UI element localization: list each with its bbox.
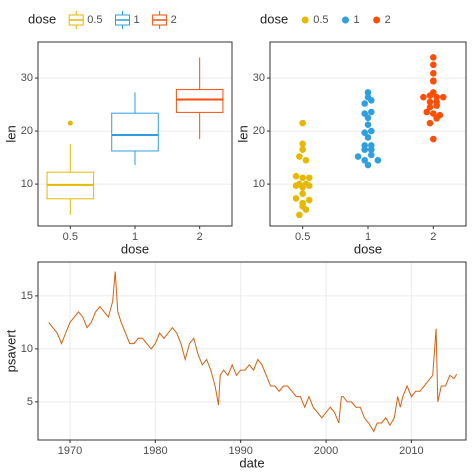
legend-key: [301, 16, 309, 24]
legend-label: 0.5: [87, 14, 102, 26]
dot: [299, 119, 306, 127]
dot: [433, 102, 440, 109]
dot: [368, 151, 375, 159]
box: [175, 89, 224, 113]
y-axis-title: len: [3, 125, 18, 142]
dot: [430, 61, 437, 69]
dot: [430, 135, 437, 143]
dot: [292, 195, 300, 202]
y-tick-label: 30: [253, 72, 265, 84]
dot: [292, 172, 300, 180]
dot: [354, 153, 362, 160]
dot: [305, 174, 313, 182]
x-axis-title: date: [239, 455, 264, 470]
dot: [368, 142, 375, 149]
x-tick-label: 1980: [143, 445, 167, 457]
y-axis-title: len: [235, 125, 250, 142]
x-tick-label: 0.5: [295, 231, 310, 243]
dot: [364, 161, 372, 169]
dot: [374, 156, 382, 164]
dot: [299, 174, 306, 182]
legend-title: dose: [260, 11, 288, 26]
dot: [430, 89, 437, 96]
y-tick-label: 10: [21, 178, 33, 190]
legend-label: 1: [354, 14, 360, 26]
panel-border: [37, 41, 233, 227]
dot: [302, 156, 310, 164]
dot: [430, 77, 437, 85]
y-tick-label: 10: [253, 178, 265, 190]
panel-background: [270, 42, 466, 226]
dot: [364, 134, 372, 141]
box: [111, 112, 159, 152]
x-tick-label: 2: [430, 231, 436, 243]
x-tick-label: 1990: [228, 445, 252, 457]
panel-border: [37, 261, 467, 441]
y-axis-title: psavert: [3, 329, 18, 372]
dot: [299, 199, 306, 207]
dot: [302, 206, 310, 213]
dot: [361, 100, 369, 107]
dot: [296, 153, 303, 160]
x-axis-title: dose: [354, 241, 382, 256]
x-tick-label: 2000: [314, 445, 338, 457]
outlier: [67, 120, 73, 126]
dot: [426, 103, 434, 111]
dot: [439, 93, 447, 101]
dot: [305, 182, 313, 190]
dot: [426, 119, 434, 127]
y-tick-label: 20: [21, 125, 33, 137]
dot: [292, 182, 300, 190]
dot: [305, 196, 313, 204]
dot: [436, 111, 444, 119]
dot: [430, 110, 437, 117]
dot: [364, 121, 372, 129]
x-tick-label: 1970: [58, 445, 82, 457]
dot: [423, 108, 431, 116]
x-tick-label: 2010: [399, 445, 423, 457]
x-tick-label: 0.5: [63, 231, 78, 243]
dot: [299, 190, 306, 197]
dot: [364, 89, 372, 96]
y-tick-label: 5: [27, 396, 33, 408]
dot: [426, 98, 434, 106]
y-tick-label: 30: [21, 72, 33, 84]
panel-border: [269, 41, 467, 227]
legend-key: [342, 16, 349, 24]
dot: [361, 142, 369, 149]
legend-label: 1: [134, 14, 140, 26]
dot: [361, 110, 369, 117]
panel-background: [38, 262, 466, 440]
legend-label: 2: [385, 14, 391, 26]
dot: [368, 108, 375, 116]
y-tick-label: 20: [253, 125, 265, 137]
legend-label: 2: [171, 14, 177, 26]
dot: [430, 54, 437, 61]
dot: [368, 97, 375, 104]
legend-label: 0.5: [313, 14, 328, 26]
dot: [361, 156, 369, 164]
dot: [299, 140, 306, 148]
dot: [299, 146, 306, 153]
x-axis-title: dose: [121, 241, 149, 256]
dot: [430, 69, 437, 77]
dot: [420, 93, 427, 101]
x-tick-label: 2: [197, 231, 203, 243]
legend-key: [373, 16, 381, 24]
dot: [296, 211, 303, 219]
y-tick-label: 10: [21, 343, 33, 355]
y-tick-label: 15: [21, 290, 33, 302]
line: [48, 271, 458, 433]
dot: [368, 127, 375, 135]
legend-title: dose: [28, 11, 56, 26]
dot: [433, 93, 440, 101]
dot: [361, 129, 369, 136]
dot: [299, 183, 306, 191]
x-tick-label: 1: [365, 231, 371, 243]
x-tick-label: 1: [132, 231, 138, 243]
